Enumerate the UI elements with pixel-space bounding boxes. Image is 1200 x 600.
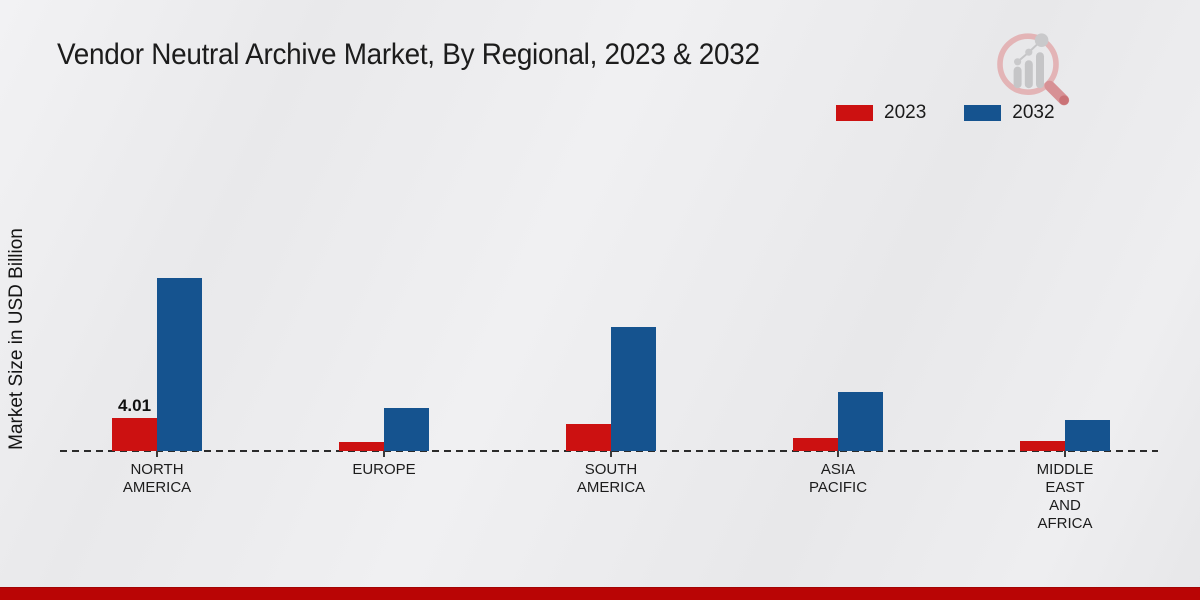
bar-2032-region-4 [1065, 420, 1110, 451]
x-axis-baseline [60, 450, 1158, 452]
category-tick [156, 451, 158, 457]
bar-2023-region-1 [339, 442, 384, 451]
category-tick [837, 451, 839, 457]
category-tick [1064, 451, 1066, 457]
legend-swatch-2023 [836, 105, 873, 121]
category-label: NORTH AMERICA [122, 461, 192, 496]
bar-value-label: 4.01 [117, 396, 152, 415]
footer-accent-bar [0, 587, 1200, 600]
bar-2032-region-0 [157, 278, 202, 451]
legend-swatch-2032 [964, 105, 1002, 121]
y-axis-label: Market Size in USD Billion [6, 228, 27, 450]
chart-title: Vendor Neutral Archive Market, By Region… [57, 38, 760, 71]
bar-2032-region-2 [611, 327, 656, 451]
legend-item-2023: 2023 [836, 102, 926, 124]
category-tick [383, 451, 385, 457]
bar-2032-region-1 [384, 408, 429, 451]
category-label: MIDDLE EAST AND AFRICA [1036, 461, 1094, 532]
bar-2023-region-0 [112, 418, 157, 451]
bar-2023-region-3 [793, 438, 838, 451]
magnifier-growth-chart-logo-icon [997, 33, 1070, 106]
category-label: ASIA PACIFIC [808, 461, 868, 496]
legend: 2023 2032 [836, 102, 1055, 124]
category-label: SOUTH AMERICA [576, 461, 646, 496]
category-tick [610, 451, 612, 457]
legend-label-2023: 2023 [884, 102, 927, 123]
category-label: EUROPE [352, 461, 416, 478]
legend-label-2032: 2032 [1012, 102, 1055, 123]
legend-item-2032: 2032 [964, 102, 1055, 124]
bar-2032-region-3 [838, 392, 883, 451]
bar-2023-region-4 [1020, 441, 1065, 451]
bar-2023-region-2 [566, 424, 611, 451]
